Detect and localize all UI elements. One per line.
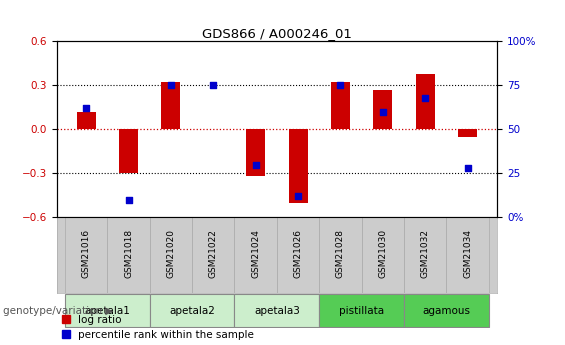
Point <box>463 165 472 171</box>
Text: genotype/variation ▶: genotype/variation ▶ <box>3 306 113 315</box>
Text: GSM21022: GSM21022 <box>209 229 218 278</box>
FancyBboxPatch shape <box>319 294 404 327</box>
Bar <box>331 82 350 129</box>
FancyBboxPatch shape <box>319 217 362 293</box>
Point <box>379 109 388 115</box>
Text: GSM21018: GSM21018 <box>124 229 133 278</box>
Bar <box>119 129 138 173</box>
Text: apetala3: apetala3 <box>254 306 300 315</box>
FancyBboxPatch shape <box>107 217 150 293</box>
FancyBboxPatch shape <box>192 217 234 293</box>
Legend: log ratio, percentile rank within the sample: log ratio, percentile rank within the sa… <box>62 315 254 340</box>
FancyBboxPatch shape <box>362 217 404 293</box>
Title: GDS866 / A000246_01: GDS866 / A000246_01 <box>202 27 352 40</box>
Bar <box>289 129 307 203</box>
Bar <box>416 73 434 129</box>
Text: GSM21034: GSM21034 <box>463 229 472 278</box>
FancyBboxPatch shape <box>150 294 234 327</box>
Text: apetala1: apetala1 <box>84 306 131 315</box>
FancyBboxPatch shape <box>65 294 150 327</box>
Text: GSM21028: GSM21028 <box>336 229 345 278</box>
FancyBboxPatch shape <box>234 217 277 293</box>
Point <box>251 162 260 167</box>
Point <box>420 95 430 100</box>
Bar <box>458 129 477 137</box>
FancyBboxPatch shape <box>446 217 489 293</box>
Text: GSM21030: GSM21030 <box>379 229 387 278</box>
Text: GSM21032: GSM21032 <box>421 229 429 278</box>
Bar <box>77 112 95 129</box>
Point <box>124 197 133 203</box>
Bar <box>162 82 180 129</box>
FancyBboxPatch shape <box>404 217 446 293</box>
Text: GSM21026: GSM21026 <box>294 229 302 278</box>
Bar <box>246 129 265 176</box>
Text: agamous: agamous <box>423 306 470 315</box>
FancyBboxPatch shape <box>404 294 489 327</box>
Bar <box>373 90 392 129</box>
FancyBboxPatch shape <box>234 294 319 327</box>
Text: GSM21024: GSM21024 <box>251 229 260 278</box>
Point <box>81 106 90 111</box>
FancyBboxPatch shape <box>65 217 107 293</box>
Point <box>294 194 303 199</box>
Text: GSM21020: GSM21020 <box>167 229 175 278</box>
Text: GSM21016: GSM21016 <box>82 229 90 278</box>
Point <box>336 82 345 88</box>
Text: apetala2: apetala2 <box>169 306 215 315</box>
FancyBboxPatch shape <box>150 217 192 293</box>
Point <box>209 82 218 88</box>
Point <box>166 82 175 88</box>
FancyBboxPatch shape <box>277 217 319 293</box>
Text: pistillata: pistillata <box>339 306 384 315</box>
